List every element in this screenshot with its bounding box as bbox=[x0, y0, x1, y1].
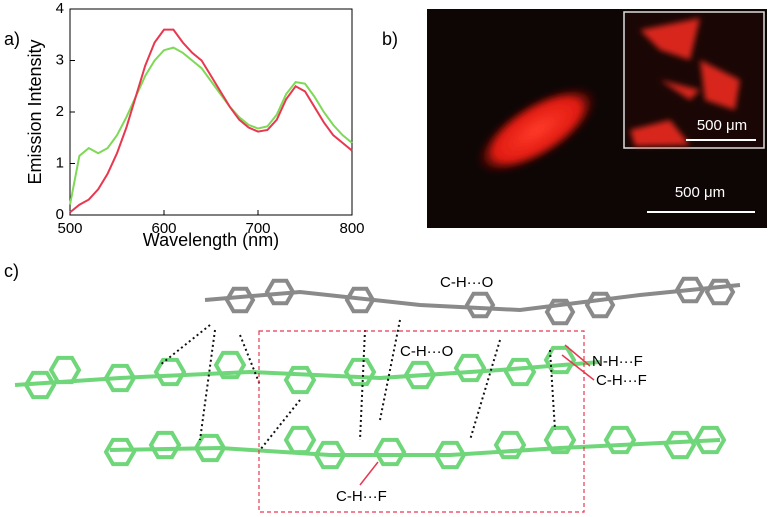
ring bbox=[264, 278, 296, 306]
scale-bar-label: 500 μm bbox=[697, 117, 747, 134]
ring bbox=[283, 365, 317, 395]
x-tick-label: 600 bbox=[151, 220, 176, 237]
ring bbox=[103, 363, 137, 393]
series-line bbox=[69, 28, 353, 214]
series-line bbox=[69, 46, 353, 205]
ring bbox=[464, 291, 496, 319]
contact bbox=[379, 319, 401, 421]
plot-frame bbox=[69, 8, 353, 216]
contact bbox=[199, 329, 216, 441]
interaction-label: N-H···F bbox=[592, 353, 643, 370]
ring bbox=[343, 357, 377, 387]
bond-chain bbox=[109, 438, 721, 457]
x-tick-label: 800 bbox=[339, 220, 364, 237]
y-tick-label: 4 bbox=[56, 0, 64, 17]
ring bbox=[674, 276, 706, 304]
ring bbox=[153, 357, 187, 387]
crystal-structure bbox=[14, 276, 741, 470]
bond-chain bbox=[14, 360, 601, 387]
ring bbox=[704, 278, 736, 306]
highlight-box bbox=[258, 330, 585, 513]
ring bbox=[543, 345, 577, 375]
panel-label: c) bbox=[4, 261, 19, 281]
ring bbox=[213, 350, 247, 380]
ring bbox=[584, 291, 616, 319]
ring bbox=[403, 360, 437, 390]
ring bbox=[693, 425, 727, 455]
ring bbox=[543, 425, 577, 455]
ring bbox=[193, 433, 227, 463]
ring bbox=[433, 440, 467, 470]
x-axis-label: Wavelength (nm) bbox=[143, 230, 279, 250]
ring bbox=[103, 437, 137, 467]
ring bbox=[603, 425, 637, 455]
crystal-glow bbox=[475, 85, 599, 175]
scale-bar-label: 500 μm bbox=[675, 184, 725, 201]
contact bbox=[259, 399, 301, 451]
ring bbox=[224, 286, 256, 314]
ring bbox=[493, 430, 527, 460]
ring bbox=[453, 353, 487, 383]
interaction-label: C-H···F bbox=[596, 372, 647, 389]
ring bbox=[663, 430, 697, 460]
ring bbox=[544, 298, 576, 326]
contact bbox=[239, 334, 261, 386]
panel-label: a) bbox=[4, 29, 20, 49]
ring bbox=[148, 430, 182, 460]
y-axis-label: Emission Intensity bbox=[25, 39, 45, 184]
interaction-label: C-H···O bbox=[440, 274, 493, 291]
panel-label: b) bbox=[382, 29, 398, 49]
arrow bbox=[359, 344, 595, 486]
x-tick-label: 700 bbox=[245, 220, 270, 237]
inset-cells bbox=[630, 18, 740, 146]
ring bbox=[344, 286, 376, 314]
interaction-label: C-H···F bbox=[336, 488, 387, 505]
contact bbox=[549, 349, 556, 431]
ring bbox=[313, 440, 347, 470]
contact bbox=[159, 324, 211, 366]
ring bbox=[283, 425, 317, 455]
ring bbox=[48, 355, 82, 385]
contact bbox=[359, 329, 366, 441]
interaction-label: C-H···O bbox=[400, 343, 453, 360]
x-tick-label: 500 bbox=[57, 220, 82, 237]
y-tick-label: 3 bbox=[56, 51, 64, 68]
y-tick-label: 2 bbox=[56, 103, 64, 120]
ring bbox=[503, 357, 537, 387]
y-tick-label: 0 bbox=[56, 206, 64, 223]
ring bbox=[373, 437, 407, 467]
y-tick-label: 1 bbox=[56, 154, 64, 171]
ring bbox=[23, 370, 57, 400]
